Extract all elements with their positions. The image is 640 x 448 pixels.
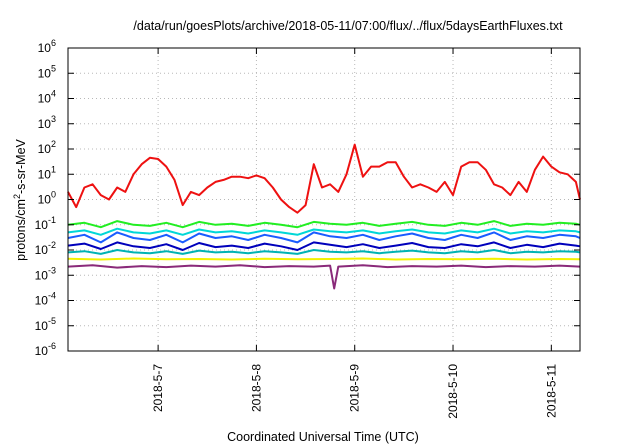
chart-title: /data/run/goesPlots/archive/2018-05-11/0… <box>133 19 563 33</box>
x-tick-label: 2018-5-8 <box>249 364 263 412</box>
y-tick-label: 10-2 <box>35 240 56 257</box>
y-axis-label-post: -s-sr-MeV <box>14 138 28 194</box>
x-tick-label: 2018-5-9 <box>348 364 362 412</box>
series-line-3 <box>67 227 581 236</box>
y-tick-label: 106 <box>38 38 56 55</box>
x-tick-label: 2018-5-11 <box>544 364 558 418</box>
y-tick-label: 10-6 <box>35 341 56 358</box>
y-tick-label: 105 <box>38 63 56 80</box>
series-line-6 <box>67 249 581 255</box>
series-line-8 <box>67 264 581 290</box>
y-axis: 10-6 10-5 10-4 10-3 10-2 10-1 100 101 102 103 104 1… <box>35 38 580 358</box>
y-tick-label: 10-4 <box>35 291 56 308</box>
y-tick-label: 10-3 <box>35 265 56 282</box>
y-tick-label: 10-5 <box>35 316 56 333</box>
x-axis-label: Coordinated Universal Time (UTC) <box>227 430 419 444</box>
x-tick-label: 2018-5-7 <box>151 364 165 412</box>
y-tick-label: 10-1 <box>35 215 56 232</box>
series-line-1 <box>67 143 581 214</box>
y-tick-label: 104 <box>38 89 56 106</box>
y-tick-label: 102 <box>38 139 56 156</box>
y-axis-label-pre: protons/cm <box>14 199 28 261</box>
series-line-2 <box>67 220 581 229</box>
y-tick-label: 103 <box>38 114 56 131</box>
series-line-4 <box>67 231 581 244</box>
y-tick-label: 101 <box>38 164 56 181</box>
y-axis-label-sup: 2 <box>12 194 22 199</box>
grid <box>68 48 580 351</box>
y-tick-label: 100 <box>38 190 56 207</box>
x-tick-label: 2018-5-10 <box>446 364 460 419</box>
x-axis: 2018-5-7 2018-5-8 2018-5-9 2018-5-10 2018-5-… <box>151 48 558 419</box>
series-group <box>67 143 581 290</box>
series-line-5 <box>67 241 581 251</box>
series-line-7 <box>67 257 581 261</box>
y-axis-label: protons/cm2-s-sr-MeV <box>12 138 28 260</box>
